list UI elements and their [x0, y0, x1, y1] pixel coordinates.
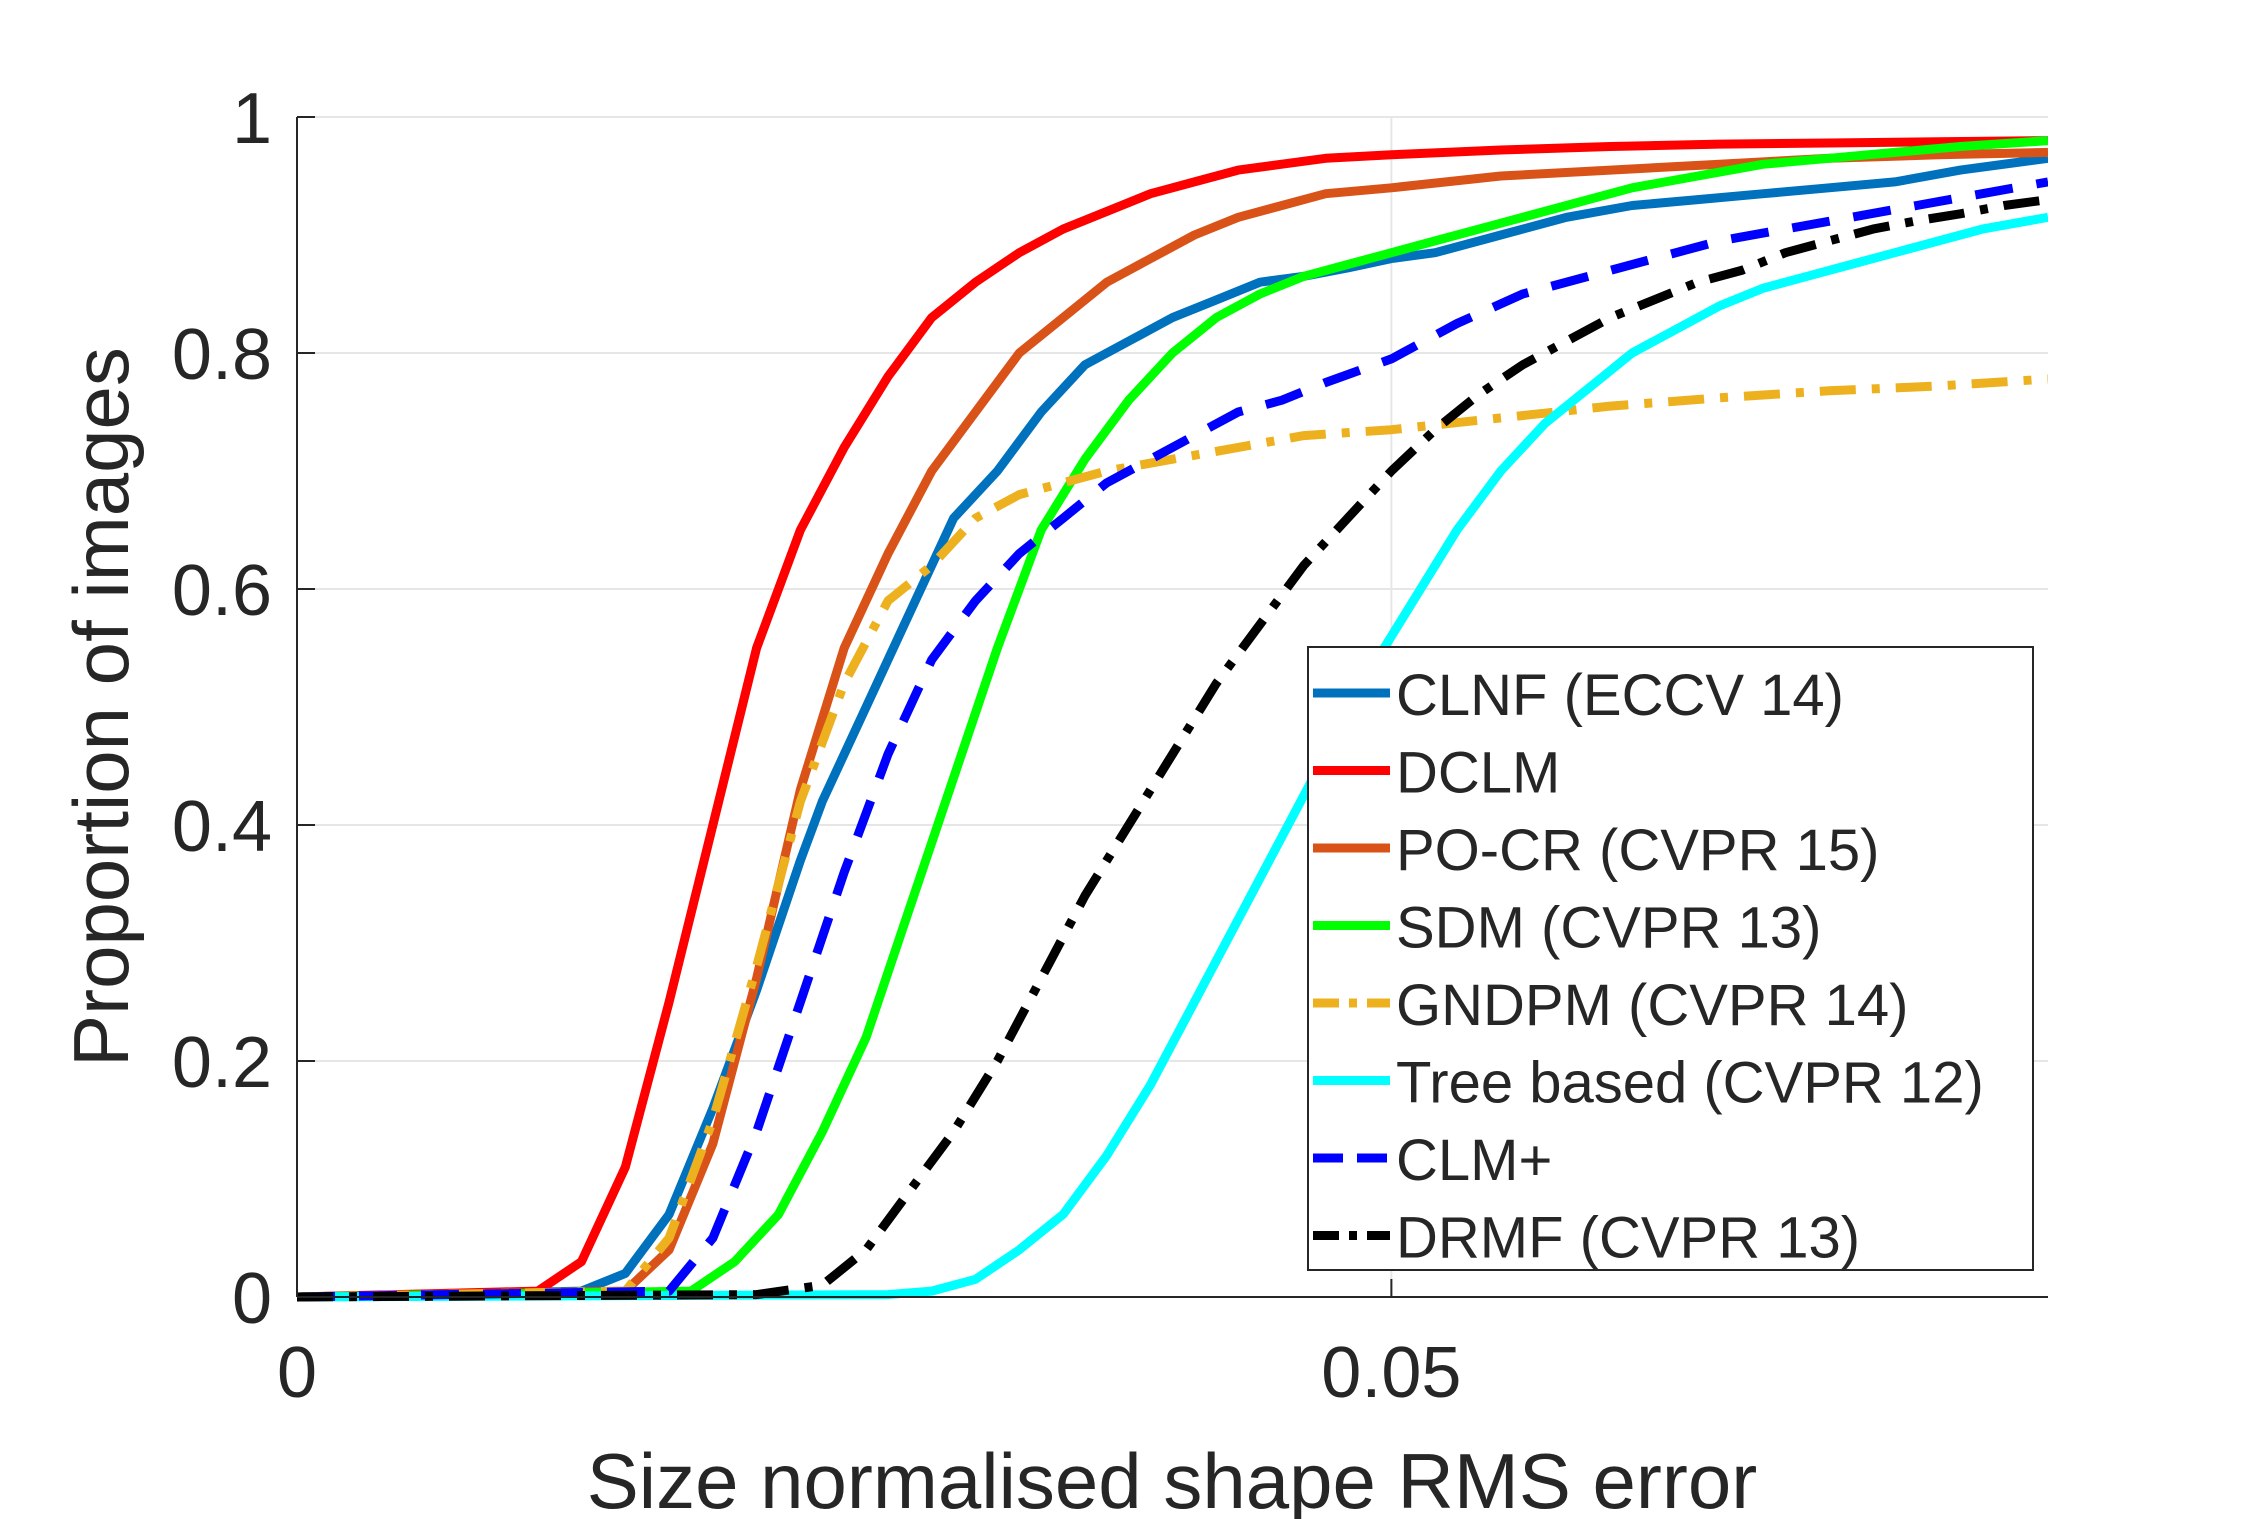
series-line — [297, 374, 2048, 1302]
y-tick-label: 0.6 — [172, 551, 272, 631]
legend-label: Tree based (CVPR 12) — [1396, 1051, 1984, 1116]
series-line — [297, 136, 2048, 1302]
y-tick-label: 0.8 — [172, 315, 272, 395]
series-line — [297, 136, 2048, 1302]
y-axis-label: Proportion of images — [57, 347, 145, 1067]
legend-label: SDM (CVPR 13) — [1396, 896, 1821, 961]
series-line — [297, 147, 2048, 1302]
ticks: 0 0.2 0.4 0.6 0.8 1 0 0.05 — [172, 79, 1462, 1413]
y-tick-label: 0.2 — [172, 1023, 272, 1103]
legend-label: CLM+ — [1396, 1128, 1552, 1193]
series-layer — [297, 136, 2048, 1302]
x-axis-label: Size normalised shape RMS error — [587, 1437, 1757, 1519]
legend-label: PO-CR (CVPR 15) — [1396, 818, 1879, 883]
series-line — [297, 177, 2048, 1302]
x-tick-label: 0 — [277, 1333, 317, 1413]
legend-box — [1307, 646, 2034, 1271]
y-tick-label: 1 — [232, 79, 272, 159]
series-line — [297, 212, 2048, 1302]
legend-label: DRMF (CVPR 13) — [1396, 1206, 1860, 1271]
axes — [296, 117, 2048, 1298]
y-tick-label: 0 — [232, 1259, 272, 1339]
legend-label: CLNF (ECCV 14) — [1396, 663, 1844, 728]
legend: CLNF (ECCV 14) DCLM PO-CR (CVPR 15) SDM (CV… — [1307, 646, 2034, 1271]
legend-label: DCLM — [1396, 741, 1560, 806]
legend-label: GNDPM (CVPR 14) — [1396, 973, 1908, 1038]
y-tick-label: 0.4 — [172, 787, 272, 867]
series-line — [297, 195, 2048, 1302]
x-tick-label: 0.05 — [1321, 1333, 1461, 1413]
